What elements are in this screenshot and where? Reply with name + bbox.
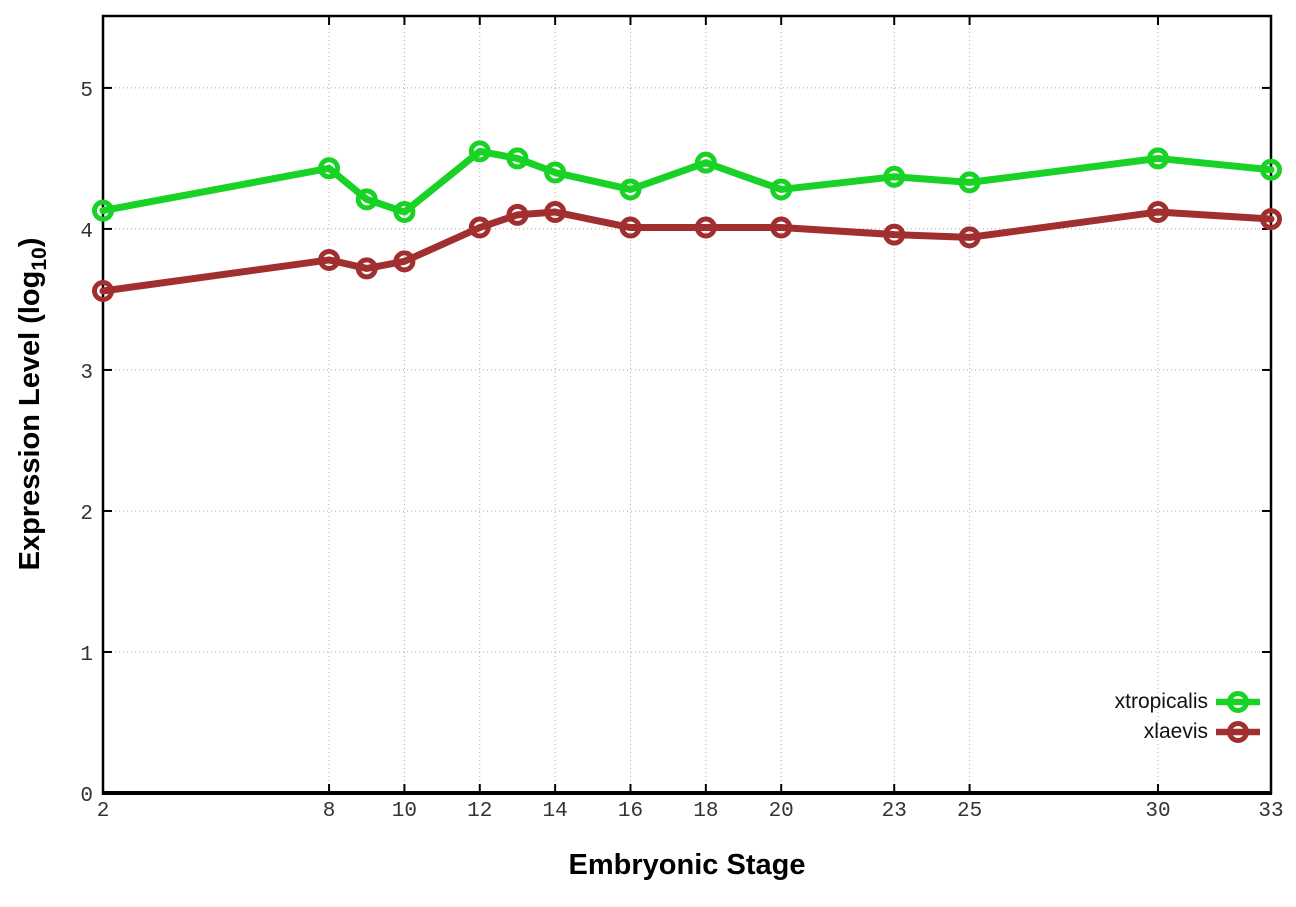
x-tick-label-23: 23 [882,800,907,823]
marker-xtropicalis-25 [958,171,981,194]
x-tick-label-25: 25 [957,800,982,823]
y-axis-title-text: Expression Level (log [14,270,47,571]
marker-xlaevis-16 [619,216,642,239]
marker-xlaevis-33 [1260,208,1282,231]
marker-xlaevis-12 [468,216,491,239]
y-tick-label-1: 1 [80,644,93,667]
marker-xtropicalis-2 [92,199,114,222]
x-tick-label-10: 10 [392,800,417,823]
legend-label-xtropicalis: xtropicalis [1114,690,1208,713]
y-axis-title-suffix: ) [14,237,47,248]
marker-xlaevis-9 [355,257,378,280]
marker-xtropicalis-20 [770,178,793,201]
series-line-xlaevis [99,208,1275,295]
y-tick-label-4: 4 [80,221,93,244]
marker-xtropicalis-13 [506,147,529,170]
series-line-xtropicalis [99,147,1275,216]
legend: xtropicalis xlaevis [1115,687,1262,747]
plot-border [101,14,1273,795]
marker-xtropicalis-9 [355,188,378,211]
y-tick-label-5: 5 [80,80,93,103]
x-tick-label-33: 33 [1258,800,1283,823]
marker-xtropicalis-14 [544,161,567,184]
marker-xtropicalis-8 [318,157,341,180]
legend-marker-xtropicalis [1227,691,1249,713]
x-axis-title: Embryonic Stage [568,849,806,881]
x-tick-label-20: 20 [769,800,794,823]
x-tick-label-30: 30 [1145,800,1170,823]
legend-label-xlaevis: xlaevis [1143,720,1208,743]
marker-xtropicalis-30 [1146,147,1169,170]
marker-xlaevis-30 [1146,201,1169,224]
marker-xlaevis-20 [770,216,793,239]
y-axis-title-subscript: 10 [27,247,51,271]
marker-xlaevis-2 [92,279,114,302]
marker-xlaevis-13 [506,203,529,226]
marker-xlaevis-14 [544,201,567,224]
marker-xtropicalis-18 [694,151,717,174]
x-tick-label-18: 18 [693,800,718,823]
marker-xtropicalis-10 [393,201,416,224]
marker-xlaevis-25 [958,226,981,249]
x-tick-label-14: 14 [543,800,568,823]
marker-xlaevis-18 [694,216,717,239]
marker-xtropicalis-33 [1260,158,1282,181]
y-tick-label-2: 2 [80,503,93,526]
y-tick-label-0: 0 [80,785,93,808]
y-tick-label-3: 3 [80,362,93,385]
x-tick-label-8: 8 [323,800,336,823]
x-tick-label-16: 16 [618,800,643,823]
x-tick-label-2: 2 [97,800,110,823]
marker-xtropicalis-16 [619,178,642,201]
legend-sample-xlaevis [1216,721,1260,743]
marker-xlaevis-23 [883,223,906,246]
legend-item-xtropicalis: xtropicalis [1115,687,1262,717]
x-tick-label-12: 12 [467,800,492,823]
marker-xlaevis-8 [318,248,341,271]
marker-xlaevis-10 [393,250,416,273]
legend-marker-xlaevis [1227,721,1249,743]
marker-xtropicalis-12 [468,140,491,163]
marker-xtropicalis-23 [883,165,906,188]
legend-item-xlaevis: xlaevis [1115,717,1262,747]
y-axis-title: Expression Level (log10) [14,238,52,571]
legend-sample-xtropicalis [1216,691,1260,713]
